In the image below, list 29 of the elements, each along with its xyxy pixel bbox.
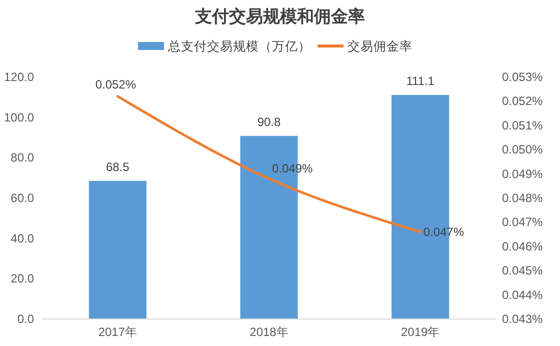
data-label: 68.5: [106, 160, 130, 174]
y2-tick-label: 0.049%: [502, 166, 544, 181]
y-tick-label: 40.0: [10, 231, 34, 246]
y-tick-label: 0.0: [17, 312, 34, 326]
chart-title: 支付交易规模和佣金率: [194, 7, 365, 26]
y2-tick-label: 0.053%: [502, 70, 544, 84]
data-label: 90.8: [257, 114, 281, 129]
legend-label: 总支付交易规模（万亿）: [167, 38, 311, 54]
bar: [88, 180, 146, 319]
data-label: 0.052%: [95, 77, 136, 92]
y2-tick-label: 0.045%: [502, 264, 544, 278]
y2-tick-label: 0.052%: [502, 94, 544, 108]
y2-tick-label: 0.046%: [502, 239, 544, 254]
x-tick-label: 2017年: [98, 325, 138, 339]
y2-tick-label: 0.043%: [502, 312, 544, 326]
y2-tick-label: 0.051%: [502, 118, 544, 132]
y-tick-label: 120.0: [4, 70, 34, 84]
x-tick-label: 2019年: [400, 325, 440, 339]
y-tick-label: 60.0: [10, 191, 34, 205]
y-tick-label: 20.0: [10, 272, 34, 286]
y2-tick-label: 0.047%: [502, 215, 544, 230]
legend-label: 交易佣金率: [348, 38, 412, 54]
data-label: 111.1: [406, 74, 435, 88]
y2-tick-label: 0.050%: [502, 142, 544, 157]
y2-tick-label: 0.044%: [502, 288, 544, 302]
y2-tick-label: 0.048%: [502, 191, 544, 205]
y-tick-label: 100.0: [4, 110, 34, 124]
y-tick-label: 80.0: [10, 150, 34, 165]
x-tick-label: 2018年: [250, 325, 288, 339]
